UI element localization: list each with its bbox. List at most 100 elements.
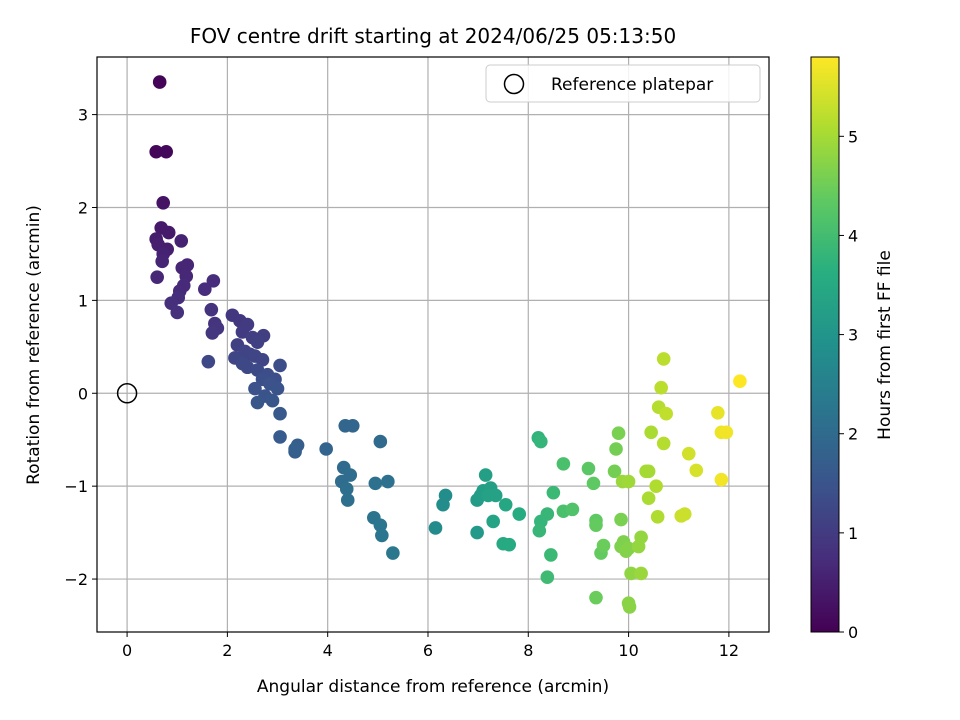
data-point — [641, 464, 656, 479]
data-point — [373, 518, 388, 532]
data-point — [689, 463, 704, 478]
data-point — [481, 488, 495, 503]
data-point — [250, 335, 265, 349]
data-point — [273, 430, 287, 444]
x-axis-label: Angular distance from reference (arcmin) — [257, 677, 609, 697]
data-point — [546, 485, 561, 500]
y-tick-label: −1 — [64, 477, 88, 496]
data-point — [470, 525, 484, 540]
colorbar-tick-label: 2 — [848, 425, 858, 444]
reference-marker — [116, 383, 138, 404]
data-point — [273, 406, 287, 421]
legend-entry: Reference platepar — [551, 75, 713, 95]
data-point — [621, 474, 636, 489]
data-point — [589, 518, 603, 532]
data-point — [649, 479, 663, 493]
x-axis-ticks: 0 2 4 6 8 10 12 — [122, 632, 739, 660]
data-point — [201, 354, 216, 369]
colorbar-tick-label: 4 — [848, 226, 858, 245]
data-point — [250, 395, 265, 410]
colorbar-label: Hours from first FF file — [875, 250, 895, 440]
data-point — [204, 302, 219, 317]
y-tick-label: 2 — [78, 198, 88, 217]
data-point — [656, 436, 671, 451]
data-point — [607, 464, 622, 479]
grid-lines — [97, 57, 769, 632]
data-point — [174, 234, 189, 248]
data-point — [150, 270, 164, 284]
data-point — [659, 406, 673, 421]
colorbar — [810, 56, 840, 633]
data-point — [589, 590, 603, 605]
data-point — [486, 514, 500, 529]
x-tick-label: 6 — [423, 641, 433, 660]
data-point — [621, 541, 636, 556]
data-point — [375, 528, 389, 543]
data-point — [498, 497, 513, 512]
data-point — [339, 482, 354, 496]
reference-platepar-point — [116, 383, 138, 404]
data-point — [624, 566, 638, 581]
y-tick-label: 0 — [78, 384, 88, 403]
x-tick-label: 0 — [122, 641, 132, 660]
data-point — [198, 282, 212, 297]
data-point — [622, 600, 637, 614]
y-tick-label: −2 — [64, 570, 88, 589]
data-point — [319, 442, 333, 456]
data-point — [654, 380, 668, 395]
chart-title: FOV centre drift starting at 2024/06/25 … — [190, 24, 676, 48]
data-point — [235, 325, 250, 339]
data-point — [373, 434, 388, 449]
data-point — [159, 144, 174, 159]
data-point — [170, 305, 185, 320]
y-tick-label: 1 — [78, 291, 88, 310]
data-point — [512, 507, 527, 521]
data-point — [428, 521, 443, 535]
data-point — [381, 474, 395, 489]
data-point — [681, 446, 696, 461]
data-point — [161, 225, 176, 240]
data-point — [149, 144, 163, 159]
legend: Reference platepar — [485, 64, 761, 103]
data-point — [714, 472, 729, 487]
data-point — [581, 461, 596, 476]
data-point — [650, 510, 665, 524]
x-tick-label: 10 — [618, 641, 638, 660]
plot-frame — [96, 56, 770, 633]
data-point — [565, 502, 580, 517]
data-point — [255, 353, 270, 367]
data-point — [273, 358, 287, 373]
data-point — [540, 570, 555, 584]
data-point — [345, 418, 360, 433]
data-point — [532, 523, 547, 538]
data-point — [438, 488, 453, 503]
x-tick-label: 2 — [222, 641, 232, 660]
data-point — [614, 512, 628, 527]
colorbar-tick-label: 3 — [848, 326, 858, 345]
colorbar-ticks: 0 1 2 3 4 5 — [839, 127, 858, 642]
data-point — [711, 405, 725, 420]
data-point — [478, 468, 493, 482]
data-point — [206, 274, 221, 288]
data-point — [152, 75, 167, 89]
data-point — [205, 326, 220, 340]
data-point — [540, 507, 555, 521]
data-point — [586, 476, 601, 491]
x-tick-label: 8 — [523, 641, 533, 660]
data-point — [386, 546, 400, 560]
y-axis-label: Rotation from reference (arcmin) — [24, 205, 44, 485]
data-point — [733, 374, 747, 388]
data-point — [677, 507, 692, 521]
data-point — [155, 254, 169, 269]
y-axis-ticks: −2 −1 0 1 2 3 — [64, 106, 97, 589]
data-point — [609, 442, 623, 456]
data-point — [719, 425, 734, 440]
data-point — [288, 442, 302, 456]
data-point — [656, 352, 671, 366]
data-point — [156, 196, 170, 210]
colorbar-tick-label: 1 — [848, 524, 858, 543]
legend-marker-icon — [503, 73, 525, 95]
data-point — [611, 426, 626, 441]
data-point — [644, 425, 658, 440]
